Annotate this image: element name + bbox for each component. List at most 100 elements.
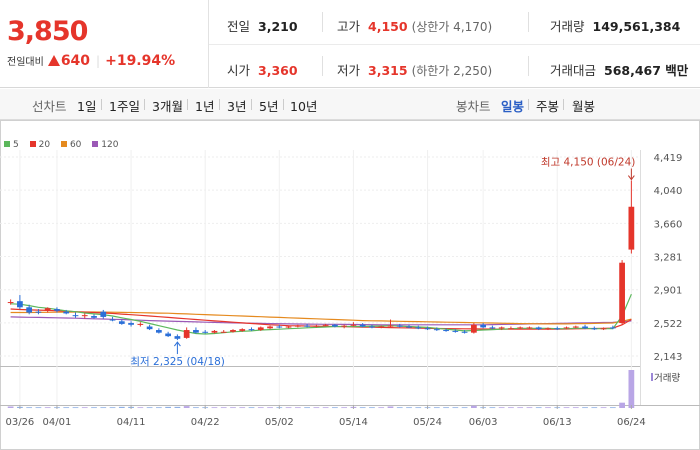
candle-body (220, 331, 227, 333)
tab-divider (101, 99, 102, 110)
volume-bar (415, 407, 422, 409)
volume-bar (211, 407, 218, 409)
chart-axes: 4,419 4,040 3,660 3,281 2,901 2,522 2,143 03/26… (5, 153, 682, 428)
amount-value: 568,467 백만 (604, 63, 689, 78)
tab-daily[interactable]: 일봉 (501, 99, 525, 114)
candle-body (17, 301, 23, 308)
tab-5y[interactable]: 5년 (259, 99, 279, 114)
tab-weekly[interactable]: 주봉 (536, 99, 560, 114)
amount-label: 거래대금 (550, 63, 597, 78)
divider (322, 56, 323, 76)
volume-bar (72, 407, 79, 409)
candle-body (591, 328, 598, 330)
tab-monthly[interactable]: 월봉 (572, 99, 596, 114)
candles (7, 180, 635, 341)
y-tick-label: 2,901 (654, 286, 683, 297)
candle-body (267, 326, 273, 329)
change-divider: | (96, 54, 101, 68)
x-tick-label: 06/24 (617, 417, 646, 428)
candle-body (396, 325, 403, 327)
volume-bars (7, 370, 635, 409)
tab-divider (187, 99, 188, 110)
volume-bar (461, 407, 468, 409)
volume-bar (313, 407, 320, 409)
change-amount: 640 (60, 53, 91, 69)
candle-body (369, 326, 375, 328)
candle-body (545, 328, 551, 330)
candle-body (461, 331, 468, 333)
legend-ma60: 60 (60, 140, 81, 150)
candle-body (378, 326, 385, 328)
open-price: 시가 3,360 (227, 60, 298, 79)
tab-1w[interactable]: 1주일 (109, 99, 140, 114)
candle-body (498, 327, 505, 329)
volume-bar (35, 407, 42, 409)
y-tick-label: 4,040 (654, 186, 683, 197)
chart-legend: 5 20 60 120 (4, 140, 126, 150)
volume-bar (193, 407, 199, 409)
volume-bar (369, 407, 375, 409)
volume-value: 149,561,384 (592, 19, 681, 34)
tab-1d[interactable]: 1일 (77, 99, 97, 114)
ma20-line (10, 308, 632, 330)
volume-bar (239, 407, 246, 409)
volume-bar (563, 407, 570, 409)
tab-divider (283, 99, 284, 110)
high-arrow-head (627, 175, 635, 181)
candle-body (452, 330, 459, 332)
candle-body (91, 316, 97, 318)
candle-body (609, 327, 616, 329)
tab-10y[interactable]: 10년 (290, 99, 318, 114)
low-arrow-head (173, 341, 181, 347)
volume-bar (81, 407, 88, 409)
low-price: 저가 3,315 (하한가 2,250) (337, 60, 492, 79)
candle-body (313, 325, 320, 327)
x-tick-label: 04/01 (43, 417, 72, 428)
volume-bar (387, 406, 394, 408)
candle-body (44, 308, 51, 311)
candle-body (554, 328, 561, 330)
legend-swatch (29, 141, 36, 147)
volume-bar (63, 407, 70, 409)
y-tick-label: 3,660 (654, 219, 683, 230)
chart-grid (0, 120, 700, 450)
tab-3y[interactable]: 3년 (227, 99, 247, 114)
candle-body (202, 331, 209, 333)
volume-bar (619, 402, 625, 408)
tab-divider (219, 99, 220, 110)
volume-bar (609, 407, 616, 409)
volume-bar (230, 407, 236, 409)
tab-3m[interactable]: 3개월 (152, 99, 183, 114)
volume-bar (489, 407, 496, 409)
tab-1y[interactable]: 1년 (195, 99, 215, 114)
candle-body (517, 327, 524, 329)
candlestick-chart[interactable]: 4,419 4,040 3,660 3,281 2,901 2,522 2,143 03/26… (0, 120, 700, 450)
y-tick-label: 4,419 (654, 153, 683, 164)
candle-body (26, 307, 33, 313)
candle-body (276, 326, 283, 328)
x-tick-label: 05/02 (265, 417, 294, 428)
candle-body (322, 324, 329, 326)
x-tick-label: 06/13 (543, 417, 572, 428)
chart-frame (0, 120, 700, 450)
candle-body (508, 328, 514, 330)
candle-body (193, 330, 199, 333)
candle-body (350, 324, 357, 326)
high-value: 4,150 (368, 19, 408, 34)
high-label: 고가 (337, 19, 361, 34)
candle-body (155, 330, 162, 333)
volume-bar (165, 406, 172, 408)
legend-ma5: 5 (4, 140, 19, 150)
candle-body (600, 328, 607, 330)
prev-close: 전일 3,210 (227, 16, 298, 35)
volume-bar (508, 407, 514, 409)
volume-bar (183, 406, 190, 408)
volume-bar (470, 405, 477, 408)
tab-divider (528, 99, 529, 110)
volume-bar (572, 407, 579, 409)
volume-label: 거래량 (550, 19, 585, 34)
volume-bar (304, 407, 310, 409)
x-tick-label: 05/14 (339, 417, 368, 428)
candle-body (137, 323, 144, 325)
candle-body (415, 327, 422, 329)
